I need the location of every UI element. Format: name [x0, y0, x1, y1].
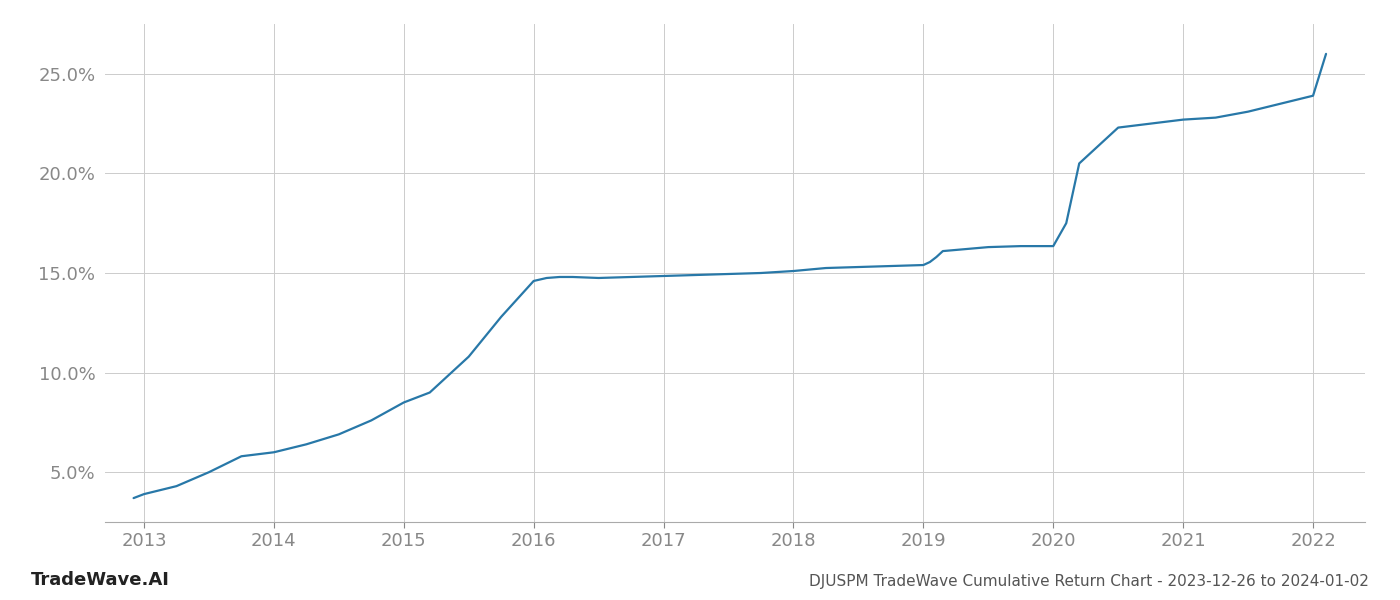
Text: TradeWave.AI: TradeWave.AI: [31, 571, 169, 589]
Text: DJUSPM TradeWave Cumulative Return Chart - 2023-12-26 to 2024-01-02: DJUSPM TradeWave Cumulative Return Chart…: [809, 574, 1369, 589]
